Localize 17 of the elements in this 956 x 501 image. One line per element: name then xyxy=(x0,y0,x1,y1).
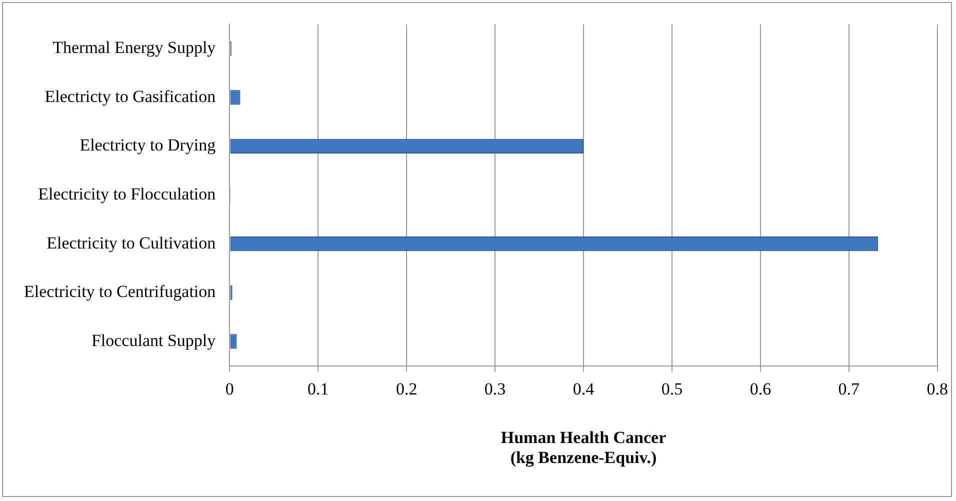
x-tick-label: 0.5 xyxy=(661,379,683,398)
y-tick-label: Electricity to Centrifugation xyxy=(24,282,216,302)
y-tick-label: Thermal Energy Supply xyxy=(52,38,216,58)
x-tick-label: 0.4 xyxy=(572,379,595,398)
y-tick-label: Electricty to Gasification xyxy=(44,86,216,106)
y-tick-label: Flocculant Supply xyxy=(91,330,216,350)
y-tick-label: Electricty to Drying xyxy=(80,136,216,155)
x-tick-label: 0.2 xyxy=(396,379,418,398)
x-axis-title: Human Health Cancer (kg Benzene-Equiv.) xyxy=(500,428,667,468)
y-tick-label: Electricity to Cultivation xyxy=(46,233,216,252)
x-tick-label: 0.6 xyxy=(750,379,772,398)
y-tick-label: Electricity to Flocculation xyxy=(38,184,216,204)
x-tick-label: 0.7 xyxy=(838,379,860,398)
x-tick-label: 0.1 xyxy=(308,379,329,398)
x-tick-label: 0.8 xyxy=(926,379,948,398)
x-tick-label: 0 xyxy=(225,379,234,398)
x-tick-label: 0.3 xyxy=(484,379,506,398)
